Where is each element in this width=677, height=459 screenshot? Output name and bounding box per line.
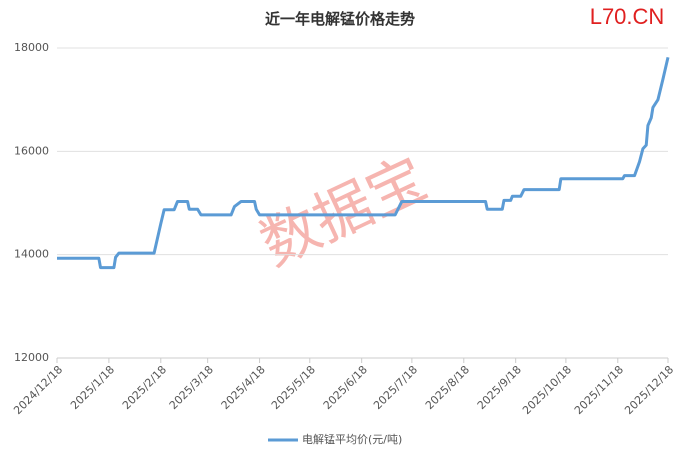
x-tick-label: 2025/9/18 (475, 363, 524, 412)
y-tick-label: 14000 (14, 248, 49, 261)
x-tick-label: 2025/5/18 (269, 363, 318, 412)
y-tick-label: 12000 (14, 351, 49, 364)
x-tick-label: 2024/12/18 (11, 363, 65, 417)
x-tick-label: 2025/11/18 (572, 363, 626, 417)
brand: L70.CN (590, 4, 665, 29)
watermark: 数据宝 (250, 144, 436, 279)
x-tick-label: 2025/10/18 (520, 363, 574, 417)
x-tick-label: 2025/7/18 (371, 363, 420, 412)
y-tick-label: 16000 (14, 144, 49, 157)
x-tick-label: 2025/4/18 (219, 363, 268, 412)
x-tick-label: 2025/8/18 (423, 363, 472, 412)
y-tick-label: 18000 (14, 41, 49, 54)
x-tick-label: 2025/12/18 (622, 363, 676, 417)
x-tick-label: 2025/2/18 (120, 363, 169, 412)
series-line (57, 56, 670, 270)
x-tick-label: 2025/1/18 (68, 363, 117, 412)
x-tick-label: 2025/3/18 (167, 363, 216, 412)
chart-title: 近一年电解锰价格走势 (265, 10, 415, 28)
legend-label: 电解锰平均价(元/吨) (302, 432, 402, 446)
x-tick-label: 2025/6/18 (321, 363, 370, 412)
